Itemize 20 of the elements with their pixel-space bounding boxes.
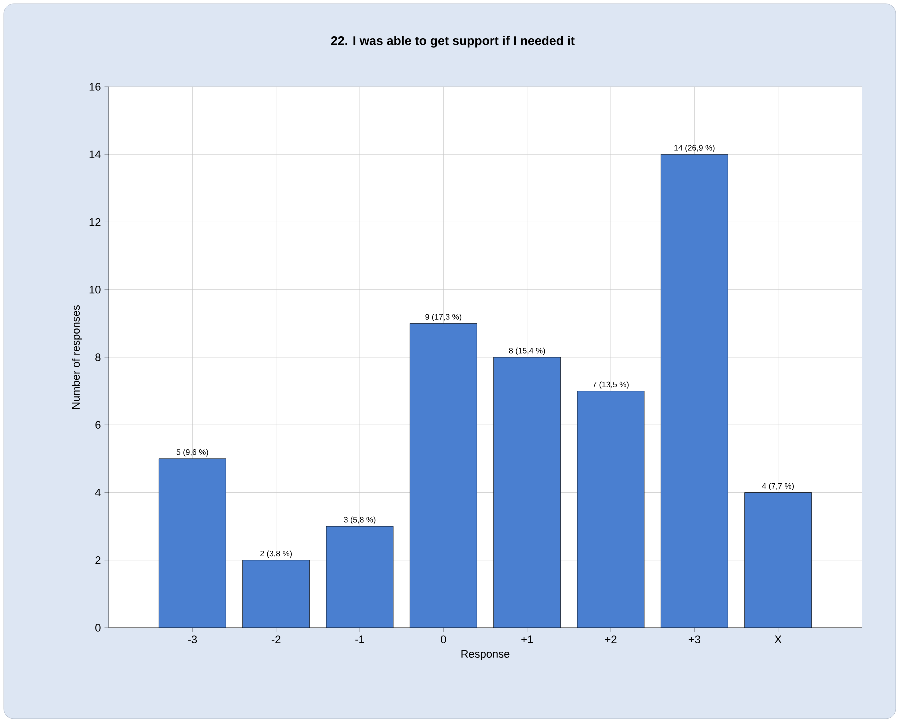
x-axis-title: Response	[462, 650, 510, 660]
x-tick-label: -3	[188, 636, 198, 644]
x-tick-label: +2	[605, 636, 617, 644]
x-tick-label: X	[774, 636, 782, 644]
x-tick-label: -2	[272, 636, 281, 644]
chart-title: 22. I was able to get support if I needed it	[331, 36, 575, 48]
y-tick-label: 4	[95, 488, 101, 497]
y-tick-label: 6	[96, 421, 101, 429]
y-axis-title: Number of responses	[72, 306, 82, 409]
y-tick-label: 0	[96, 624, 101, 632]
y-tick-label: 2	[96, 556, 101, 564]
x-tick-label: +1	[522, 636, 534, 644]
y-tick-label: 14	[90, 150, 101, 158]
y-tick-label: 16	[90, 83, 101, 91]
y-tick-label: 8	[96, 354, 101, 362]
x-tick-label: 0	[441, 636, 446, 644]
y-tick-label: 10	[90, 286, 101, 294]
x-tick-label: +3	[688, 636, 700, 644]
x-tick-label: -1	[356, 636, 364, 644]
y-tick-label: 12	[90, 218, 101, 226]
